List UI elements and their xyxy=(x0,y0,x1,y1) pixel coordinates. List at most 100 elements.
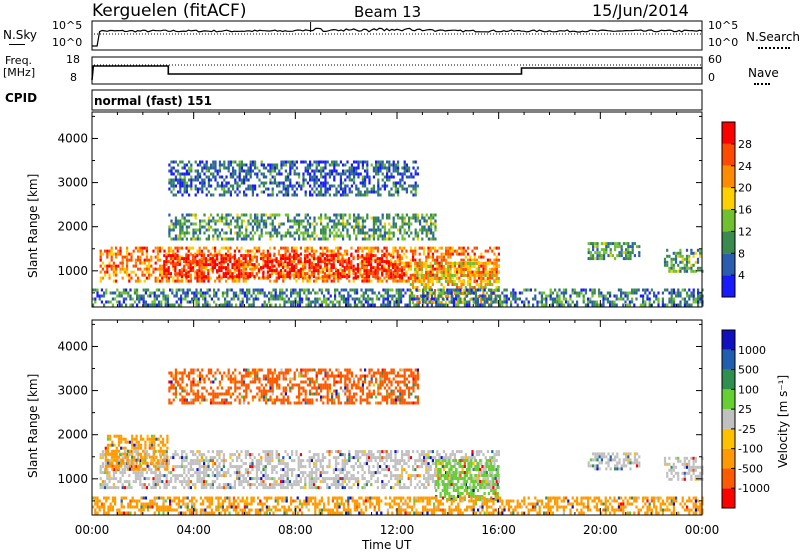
velocity-cell xyxy=(137,474,140,478)
power-cell xyxy=(339,263,342,267)
power-cell xyxy=(451,274,454,277)
power-cell xyxy=(310,254,313,258)
power-cell xyxy=(392,246,395,250)
power-cell xyxy=(169,272,172,276)
velocity-cell xyxy=(242,462,245,466)
power-cell xyxy=(447,295,450,298)
power-cell xyxy=(141,261,144,265)
power-cell xyxy=(333,166,336,170)
power-cell xyxy=(179,237,182,241)
power-cell xyxy=(484,267,487,271)
power-cell xyxy=(427,237,430,241)
power-cell xyxy=(159,258,162,262)
power-cell xyxy=(227,222,230,226)
power-cell xyxy=(437,297,440,301)
power-cell xyxy=(155,294,158,298)
power-cell xyxy=(116,288,119,292)
power-cell xyxy=(386,291,389,295)
power-cell xyxy=(600,257,603,261)
power-cell xyxy=(638,251,641,255)
power-cell xyxy=(221,193,224,197)
power-cell xyxy=(372,187,375,191)
power-cell xyxy=(414,262,417,265)
power-cell xyxy=(142,294,145,298)
date-label: 15/Jun/2014 xyxy=(592,1,689,20)
power-cell xyxy=(242,270,245,274)
power-cell xyxy=(218,193,221,197)
power-cell xyxy=(205,163,208,167)
power-cell xyxy=(447,265,450,268)
power-region-3 xyxy=(168,160,419,197)
power-cell xyxy=(196,163,199,167)
power-cell xyxy=(205,246,208,250)
power-cell xyxy=(323,257,326,261)
power-cell xyxy=(482,267,485,271)
power-cell xyxy=(430,213,433,217)
power-cell xyxy=(252,291,255,295)
power-cell xyxy=(372,275,375,279)
velocity-cell xyxy=(101,465,104,469)
power-cell xyxy=(516,303,519,307)
power-cell xyxy=(434,213,437,217)
velocity-cell xyxy=(203,453,206,457)
velocity-cell xyxy=(214,480,217,484)
power-cell xyxy=(399,181,402,185)
power-cell xyxy=(463,291,466,295)
power-cell xyxy=(364,225,367,229)
power-cell xyxy=(388,169,391,173)
power-cell xyxy=(212,237,215,241)
power-cell xyxy=(264,254,267,258)
power-cell xyxy=(212,193,215,197)
power-cell xyxy=(327,291,330,295)
power-cell xyxy=(249,187,252,191)
power-cell xyxy=(226,300,229,304)
power-cell xyxy=(202,294,205,298)
power-cell xyxy=(187,266,190,270)
power-cell xyxy=(421,237,424,241)
power-cell xyxy=(633,303,636,307)
power-cell xyxy=(117,249,120,253)
power-cell xyxy=(346,219,349,223)
power-cell xyxy=(181,225,184,229)
power-cell xyxy=(269,234,272,238)
power-cell xyxy=(342,297,345,301)
power-cell xyxy=(291,184,294,188)
power-cell xyxy=(279,297,282,301)
power-cell xyxy=(333,228,336,232)
power-cell xyxy=(405,175,408,179)
velocity-cell xyxy=(101,450,104,454)
power-cell xyxy=(186,294,189,298)
power-cell xyxy=(306,213,309,217)
power-cell xyxy=(233,249,236,253)
power-cell xyxy=(198,272,201,276)
power-cell xyxy=(269,279,272,283)
velocity-cell xyxy=(189,486,192,490)
power-cell xyxy=(379,276,382,280)
power-cell xyxy=(385,275,388,279)
velocity-cell xyxy=(132,462,135,466)
power-cell xyxy=(142,300,145,304)
power-cell xyxy=(94,288,97,292)
power-cell xyxy=(481,294,484,298)
power-cell xyxy=(361,181,364,185)
power-cell xyxy=(271,190,274,194)
power-cell xyxy=(620,254,623,258)
power-cell xyxy=(414,213,417,217)
power-cell xyxy=(347,303,350,307)
power-cell xyxy=(170,261,173,265)
velocity-cell xyxy=(189,480,192,484)
velocity-cell xyxy=(99,483,102,487)
power-cell xyxy=(202,266,205,270)
power-cell xyxy=(252,303,255,307)
velocity-cell xyxy=(214,468,217,472)
power-cell xyxy=(238,190,241,194)
power-cell xyxy=(227,163,230,167)
power-cell xyxy=(302,276,305,280)
power-cell xyxy=(265,222,268,226)
power-cell xyxy=(339,172,342,176)
power-cell xyxy=(112,264,115,268)
power-cell xyxy=(190,184,193,188)
power-cell xyxy=(172,249,175,253)
power-cell xyxy=(392,249,395,253)
velocity-cell xyxy=(192,468,195,472)
